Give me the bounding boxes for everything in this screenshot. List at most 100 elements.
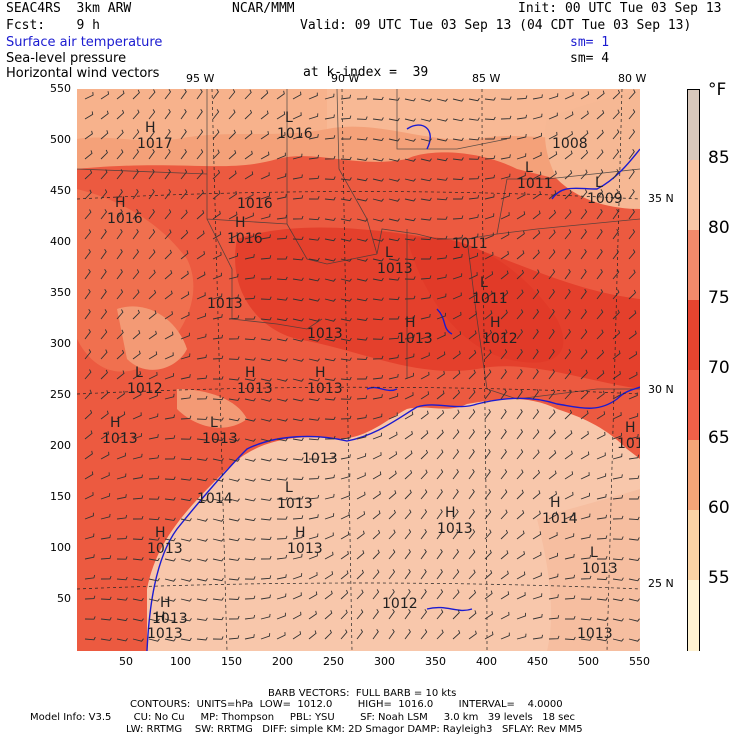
wind-barb (500, 96, 512, 100)
wind-barb (516, 289, 524, 300)
wind-barb (404, 509, 412, 520)
wind-barb (388, 529, 396, 540)
wind-barb (308, 196, 320, 200)
wind-barb (404, 138, 416, 142)
wind-barb (324, 135, 336, 140)
wind-barb (308, 378, 320, 382)
y-tick-label: 200 (50, 439, 71, 452)
wind-barb (612, 329, 621, 340)
wind-barb (196, 189, 204, 200)
wind-barb (532, 510, 541, 520)
wind-barb (356, 157, 368, 161)
wind-barb (436, 138, 448, 142)
wind-barb (148, 372, 158, 380)
wind-barb (260, 337, 272, 341)
wind-barb (340, 218, 352, 222)
wind-barb (436, 449, 444, 460)
wind-barb (164, 393, 175, 400)
wind-barb (388, 451, 398, 460)
wind-barb (548, 93, 559, 100)
wind-barb (324, 493, 335, 500)
wind-barb (116, 90, 125, 100)
wind-barb (452, 569, 460, 580)
wind-barb (436, 409, 445, 420)
wind-barb (84, 512, 94, 520)
wind-barb (84, 450, 93, 460)
wind-barb (372, 628, 379, 640)
wind-barb (276, 214, 288, 220)
wind-barb (100, 534, 111, 540)
y-tick-label: 250 (50, 388, 71, 401)
wind-barb (292, 515, 304, 520)
wind-barb (484, 509, 492, 520)
wind-barb (452, 528, 459, 540)
wind-barb (388, 238, 400, 242)
wind-barb (612, 309, 620, 320)
wind-barb (388, 198, 400, 202)
wind-barb (356, 337, 368, 341)
wind-barb (148, 188, 155, 200)
wind-barb (180, 148, 187, 160)
wind-barb (196, 498, 208, 502)
wind-barb (244, 171, 254, 180)
wind-barb (452, 409, 460, 420)
wind-barb (228, 150, 237, 160)
wind-barb (372, 569, 380, 580)
colorbar-label: 75 (708, 288, 730, 308)
wind-barb (468, 194, 480, 200)
wind-barb (404, 372, 414, 380)
wind-barb (532, 171, 542, 180)
wind-barb (196, 149, 204, 160)
wind-barb (148, 229, 156, 240)
wind-barb (292, 592, 302, 600)
wind-barb (388, 373, 399, 380)
wind-barb (244, 595, 256, 600)
wind-barb (292, 358, 304, 362)
wind-barb (292, 611, 302, 620)
pressure-value: 1013 (277, 496, 313, 512)
wind-barb (628, 516, 640, 521)
wind-barb (596, 514, 608, 520)
wind-barb (196, 313, 207, 320)
wind-barb (308, 572, 318, 580)
wind-barb (292, 495, 304, 500)
wind-barb (500, 369, 507, 380)
wind-barb (452, 609, 460, 620)
wind-barb (164, 352, 174, 360)
wind-barb (452, 370, 461, 380)
wind-barb (564, 209, 572, 220)
wind-barb (436, 629, 444, 640)
wind-barb (148, 249, 156, 260)
wind-barb (276, 173, 287, 180)
wind-barb (500, 270, 509, 280)
field-wind: Horizontal wind vectors (6, 66, 160, 81)
wind-barb (564, 369, 572, 380)
wind-barb (340, 258, 352, 262)
wind-barb (516, 388, 523, 400)
pressure-value: 1011 (517, 176, 553, 192)
wind-barb (564, 92, 574, 100)
wind-barb (548, 249, 556, 260)
wind-barb (468, 569, 476, 580)
wind-barb (516, 489, 524, 500)
wind-barb (372, 198, 384, 202)
wind-barb (548, 409, 556, 420)
wind-barb (292, 553, 303, 560)
wind-barb (628, 168, 635, 180)
wind-barb (516, 510, 525, 520)
x-tick-label: 450 (527, 655, 548, 668)
x-tick-label: 350 (425, 655, 446, 668)
wind-barb (116, 432, 126, 440)
wind-barb (356, 218, 368, 222)
wind-barb (580, 472, 590, 480)
wind-barb (596, 349, 605, 360)
wind-barb (548, 170, 557, 180)
pressure-center-letter: L (385, 245, 393, 261)
wind-barb (372, 96, 384, 101)
lat-label-25n: 25 N (648, 577, 674, 590)
wind-barb (468, 610, 477, 620)
x-tick-label: 50 (119, 655, 133, 668)
wind-barb (228, 397, 240, 401)
wind-barb (564, 130, 574, 140)
wind-barb (324, 532, 334, 540)
